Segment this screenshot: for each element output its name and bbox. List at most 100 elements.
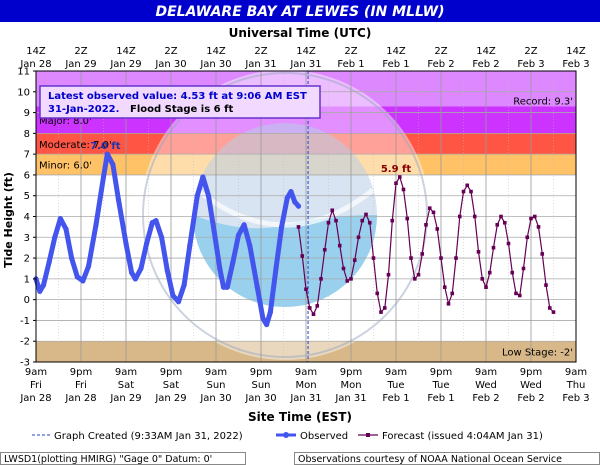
- bottom-tick-day: Sun: [251, 380, 270, 391]
- y-tick-label: 8: [24, 129, 30, 140]
- bottom-tick-time: 9pm: [160, 367, 182, 378]
- chart-title: DELAWARE BAY AT LEWES (IN MLLW): [155, 4, 444, 20]
- legend-forecast-label: Forecast (issued 4:04AM Jan 31): [382, 431, 543, 442]
- observed-point: [235, 232, 242, 238]
- observed-point: [194, 193, 200, 199]
- forecast-point: [525, 235, 530, 240]
- forecast-point: [476, 250, 481, 254]
- forecast-point: [322, 247, 327, 252]
- forecast-point: [442, 285, 447, 289]
- top-tick-utc: 2Z: [434, 46, 447, 57]
- latest-box-frame: [39, 85, 321, 119]
- footer-credit: Observations courtesy of NOAA National O…: [294, 452, 600, 465]
- y-tick-label: 1: [24, 274, 30, 285]
- bottom-tick-date: Jan 31: [334, 393, 366, 404]
- band-label-record: Record: 9.3': [513, 96, 573, 107]
- forecast-point: [461, 189, 466, 194]
- top-tick-labels: 14Z Jan 28 2Z Jan 29 14Z Jan 29 2Z Jan 30 14Z Jan…: [19, 46, 589, 70]
- observed-point: [85, 263, 92, 269]
- observed-series: [33, 151, 302, 328]
- bottom-tick-day: Sun: [206, 380, 225, 391]
- y-tick-label: 11: [17, 67, 30, 78]
- forecast-point: [499, 214, 503, 219]
- bottom-tick-date: Jan 30: [199, 393, 231, 404]
- forecast-point: [480, 277, 485, 281]
- top-tick-date: Feb 1: [382, 59, 409, 70]
- legend-forecast-marker: [366, 433, 370, 437]
- forecast-point: [439, 256, 443, 260]
- observed-point: [80, 278, 86, 284]
- forecast-point: [311, 312, 316, 316]
- observed-point: [284, 195, 290, 201]
- forecast-point: [405, 216, 410, 221]
- forecast-point: [337, 243, 342, 248]
- observed-point: [267, 309, 273, 315]
- footer-datum-info: LWSD1(plotting HMIRG) "Gage 0" Datum: 0': [0, 452, 246, 465]
- forecast-point: [371, 256, 376, 260]
- top-tick-date: Jan 29: [109, 59, 141, 70]
- legend: Graph Created (9:33AM Jan 31, 2022) Obser…: [32, 431, 543, 442]
- bottom-tick-day: Sat: [163, 380, 179, 391]
- bottom-tick-day: Wed: [520, 380, 542, 391]
- bottom-tick-date: Feb 3: [562, 393, 589, 404]
- top-tick-date: Jan 31: [289, 59, 321, 70]
- observed-point: [100, 174, 107, 180]
- latest-value-text: Latest observed value: 4.53 ft at 9:06 A…: [48, 91, 307, 102]
- forecast-point: [502, 220, 507, 225]
- forecast-point: [315, 304, 320, 308]
- observed-point: [129, 270, 135, 276]
- legend-observed-marker: [283, 432, 289, 438]
- forecast-point: [360, 218, 365, 223]
- observed-point: [52, 234, 58, 240]
- forecast-point: [547, 306, 552, 310]
- forecast-point: [450, 291, 455, 296]
- observed-point: [273, 265, 279, 272]
- title-bar: [0, 0, 600, 22]
- bottom-tick-date: Jan 30: [244, 393, 276, 404]
- bottom-tick-time: 9am: [115, 367, 137, 378]
- band-label-minor: Minor: 6.0': [39, 161, 92, 172]
- forecast-point: [364, 212, 368, 217]
- observed-point: [40, 282, 47, 288]
- top-tick-date: Feb 3: [562, 59, 589, 70]
- observed-point: [175, 299, 182, 305]
- bottom-tick-date: Jan 28: [19, 393, 51, 404]
- forecast-point: [341, 266, 346, 271]
- top-tick-date: Feb 3: [517, 59, 544, 70]
- forecast-point: [532, 214, 537, 219]
- forecast-point: [469, 189, 473, 194]
- forecast-point: [379, 310, 383, 314]
- observed-point: [279, 224, 285, 230]
- forecast-point: [495, 223, 500, 227]
- observed-point: [104, 151, 110, 157]
- observed-point: [37, 288, 43, 294]
- forecast-point: [352, 258, 357, 262]
- top-tick-utc: 2Z: [344, 46, 357, 57]
- observed-point: [57, 215, 63, 222]
- bottom-tick-time: 9am: [25, 367, 47, 378]
- top-tick-utc: 14Z: [566, 46, 586, 57]
- observed-point: [254, 284, 260, 290]
- y-tick-label: 10: [17, 87, 30, 98]
- forecast-point: [551, 310, 556, 314]
- y-tick-label: 3: [24, 233, 30, 244]
- forecast-point: [386, 272, 391, 277]
- forecast-point: [472, 214, 477, 219]
- top-tick-utc: 14Z: [206, 46, 226, 57]
- logo-ring: [142, 72, 428, 358]
- observed-point: [230, 259, 236, 265]
- forecast-point: [409, 256, 413, 260]
- observed-point: [217, 265, 223, 272]
- bottom-tick-day: Mon: [340, 380, 361, 391]
- observed-point: [295, 203, 302, 209]
- bottom-tick-time: 9am: [385, 367, 407, 378]
- observed-point: [74, 274, 80, 280]
- y-tick-label: 4: [24, 212, 30, 223]
- forecast-point: [349, 277, 353, 281]
- forecast-point: [412, 277, 417, 281]
- x-axis-label: Site Time (EST): [248, 410, 352, 424]
- top-axis-label: Universal Time (UTC): [229, 26, 372, 40]
- forecast-point: [506, 241, 511, 246]
- observed-point: [63, 226, 69, 232]
- observed-point: [110, 161, 116, 168]
